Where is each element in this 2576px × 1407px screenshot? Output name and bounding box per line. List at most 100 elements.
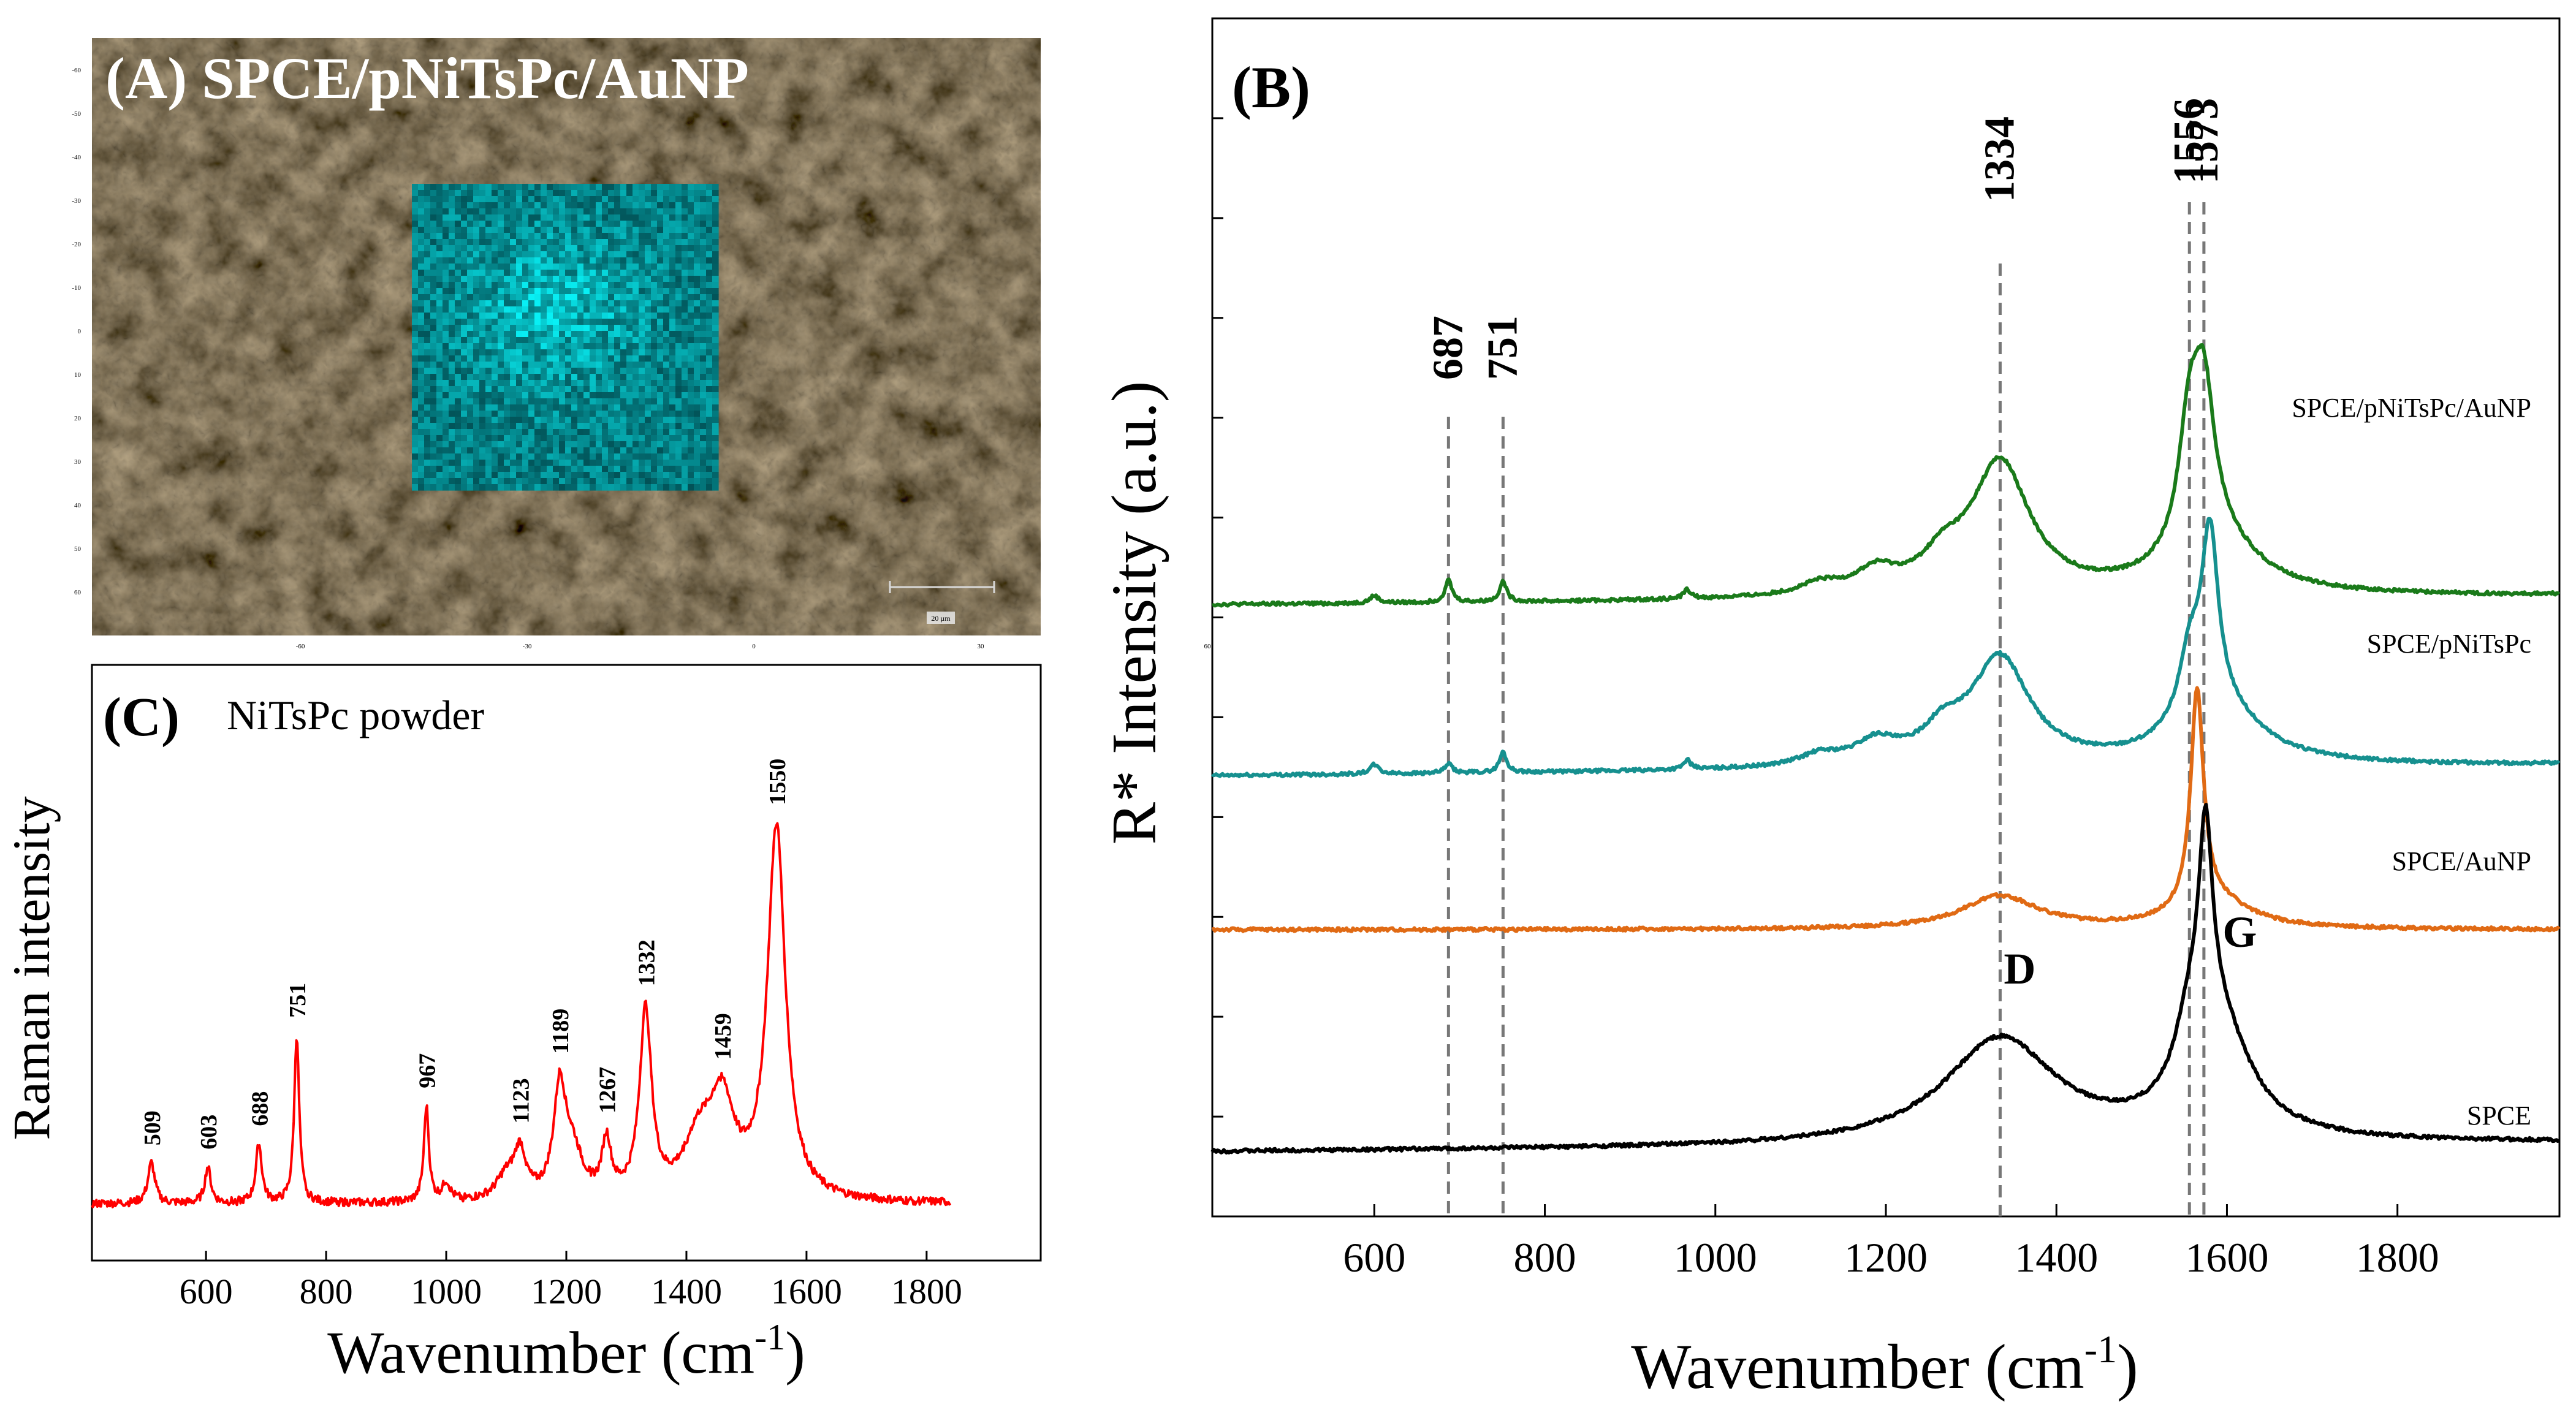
raman-map-pixel xyxy=(577,276,584,283)
raman-map-pixel xyxy=(553,355,560,362)
raman-map-pixel xyxy=(571,417,578,423)
raman-map-pixel xyxy=(461,374,468,381)
raman-map-pixel xyxy=(424,472,431,479)
panel-c-x-tick-label: 1200 xyxy=(531,1272,602,1311)
raman-map-pixel xyxy=(449,282,455,289)
raman-map-pixel xyxy=(596,368,602,374)
panel-c-peak-label: 1459 xyxy=(710,1013,736,1060)
raman-map-pixel xyxy=(485,239,492,246)
raman-map-pixel xyxy=(688,398,694,405)
raman-map-pixel xyxy=(645,411,652,417)
micrograph-x-tick-label: 30 xyxy=(978,643,985,650)
raman-map-pixel xyxy=(565,313,572,319)
raman-map-pixel xyxy=(602,257,609,264)
raman-map-pixel xyxy=(479,233,486,240)
panel-c-x-tick-label: 1800 xyxy=(891,1272,962,1311)
raman-map-pixel xyxy=(534,184,541,191)
raman-map-pixel xyxy=(571,325,578,332)
raman-map-pixel xyxy=(651,484,658,491)
raman-map-pixel xyxy=(504,313,511,319)
raman-map-pixel xyxy=(534,264,541,270)
raman-map-pixel xyxy=(449,251,455,258)
raman-map-pixel xyxy=(602,239,609,246)
raman-map-pixel xyxy=(602,472,609,479)
raman-map-pixel xyxy=(461,441,468,448)
raman-map-pixel xyxy=(485,276,492,283)
raman-map-pixel xyxy=(498,251,504,258)
raman-map-pixel xyxy=(467,368,474,374)
raman-map-pixel xyxy=(571,460,578,466)
raman-map-pixel xyxy=(467,270,474,276)
raman-map-pixel xyxy=(492,441,498,448)
micrograph-x-ticks: -60 -30 0 30 60 xyxy=(296,643,1211,650)
raman-map-pixel xyxy=(608,411,615,417)
raman-map-pixel xyxy=(565,453,572,460)
raman-map-pixel xyxy=(675,435,682,442)
raman-map-pixel xyxy=(436,362,443,368)
raman-map-pixel xyxy=(485,423,492,430)
raman-map-pixel xyxy=(522,472,529,479)
raman-map-pixel xyxy=(541,221,547,227)
raman-map-pixel xyxy=(522,447,529,454)
raman-map-pixel xyxy=(455,429,462,436)
raman-map-pixel xyxy=(614,221,621,227)
raman-map-pixel xyxy=(596,184,602,191)
raman-map-pixel xyxy=(657,300,664,307)
raman-map-pixel xyxy=(577,257,584,264)
raman-map-pixel xyxy=(485,386,492,393)
raman-map-pixel xyxy=(694,306,701,313)
raman-map-pixel xyxy=(596,325,602,332)
raman-map-pixel xyxy=(492,460,498,466)
raman-map-pixel xyxy=(620,202,627,209)
raman-map-pixel xyxy=(626,276,633,283)
raman-map-pixel xyxy=(645,441,652,448)
panel-b-title: (B) xyxy=(1232,55,1310,120)
raman-map-pixel xyxy=(712,472,719,479)
raman-map-pixel xyxy=(473,460,480,466)
raman-map-pixel xyxy=(712,337,719,344)
raman-map-pixel xyxy=(541,368,547,374)
raman-map-pixel xyxy=(626,202,633,209)
raman-map-pixel xyxy=(639,343,645,350)
raman-map-pixel xyxy=(418,325,425,332)
raman-map-pixel xyxy=(485,392,492,399)
raman-map-pixel xyxy=(516,349,523,356)
raman-map-pixel xyxy=(504,417,511,423)
raman-map-pixel xyxy=(510,472,517,479)
raman-map-pixel xyxy=(528,196,535,203)
raman-map-pixel xyxy=(614,245,621,252)
raman-map-pixel xyxy=(412,411,419,417)
raman-map-pixel xyxy=(675,276,682,283)
raman-map-pixel xyxy=(430,276,437,283)
raman-map-pixel xyxy=(596,306,602,313)
raman-map-pixel xyxy=(565,294,572,301)
raman-map-pixel xyxy=(645,257,652,264)
panel-c-ylabel: Raman intensity xyxy=(2,796,61,1140)
raman-map-pixel xyxy=(449,245,455,252)
raman-map-pixel xyxy=(577,227,584,233)
raman-map-pixel xyxy=(516,404,523,411)
raman-map-pixel xyxy=(571,374,578,381)
raman-map-pixel xyxy=(706,288,713,295)
raman-map-pixel xyxy=(424,196,431,203)
raman-map-pixel xyxy=(534,429,541,436)
raman-map-pixel xyxy=(577,435,584,442)
raman-map-pixel xyxy=(559,190,566,197)
raman-map-pixel xyxy=(559,306,566,313)
raman-map-pixel xyxy=(675,196,682,203)
raman-map-pixel xyxy=(479,184,486,191)
raman-map-pixel xyxy=(510,484,517,491)
raman-map-pixel xyxy=(528,306,535,313)
raman-map-pixel xyxy=(694,417,701,423)
raman-map-pixel xyxy=(633,319,639,325)
raman-map-pixel xyxy=(608,453,615,460)
raman-map-pixel xyxy=(614,417,621,423)
raman-map-pixel xyxy=(682,202,688,209)
raman-map-pixel xyxy=(596,386,602,393)
raman-map-pixel xyxy=(682,478,688,485)
raman-map-pixel xyxy=(571,380,578,387)
raman-map-pixel xyxy=(620,331,627,338)
raman-map-pixel xyxy=(583,276,590,283)
raman-map-pixel xyxy=(547,343,553,350)
raman-map-pixel xyxy=(712,466,719,472)
